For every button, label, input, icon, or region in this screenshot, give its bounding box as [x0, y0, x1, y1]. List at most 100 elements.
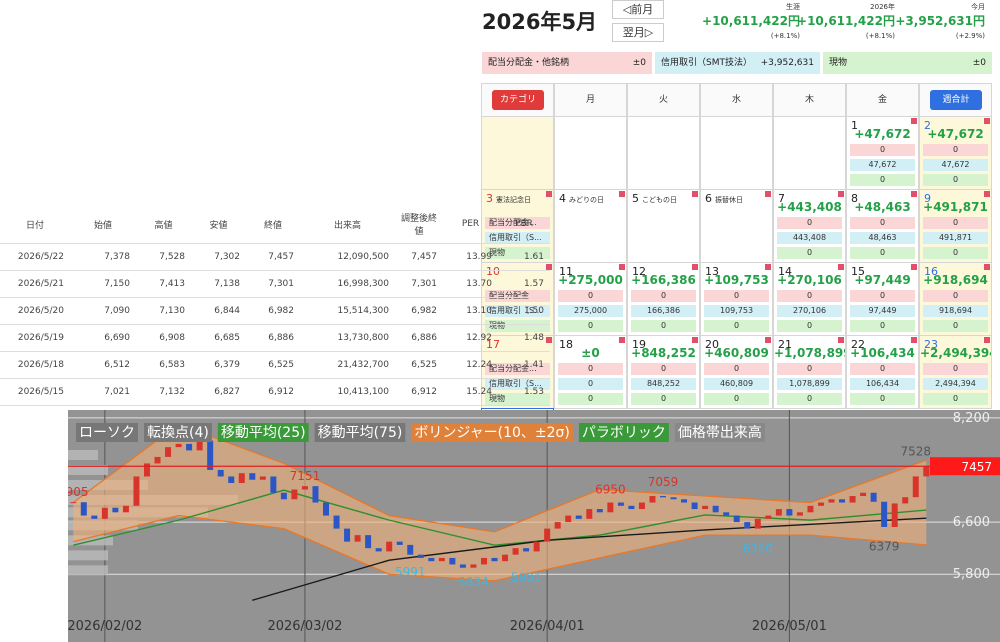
table-cell: 7,378 [70, 243, 136, 271]
volume-profile-bar [68, 464, 108, 475]
price-annotation: 5991 [395, 565, 426, 579]
x-tick-label: 2026/03/02 [267, 619, 342, 634]
day-row: 0 [558, 290, 623, 302]
candle [849, 496, 856, 503]
candle [702, 505, 709, 510]
day-row: 491,871 [923, 232, 988, 244]
candle [670, 497, 677, 500]
day-row: 460,809 [704, 378, 769, 390]
table-cell: 7,021 [70, 378, 136, 406]
table-cell: 6,912 [395, 378, 443, 406]
day-cell [627, 116, 700, 190]
day-number: 14 [778, 265, 792, 278]
day-flag [765, 264, 771, 270]
summary-label: 2026年 [870, 3, 895, 11]
price-annotation: 6950 [595, 482, 626, 496]
day-row: 166,386 [631, 305, 696, 317]
day-flag [765, 337, 771, 343]
day-number: 19 [632, 338, 646, 351]
badge-value: ±0 [972, 58, 986, 68]
day-row: 0 [777, 247, 842, 259]
price-annotation: 6905 [68, 485, 89, 499]
summary-pct: (+8.1%) [865, 32, 895, 40]
day-row: 0 [850, 144, 915, 156]
table-cell: 2026/5/19 [0, 324, 70, 352]
day-row: 443,408 [777, 232, 842, 244]
day-total: +2,494,394 [920, 346, 992, 360]
day-flag [692, 191, 698, 197]
day-number: 7 [778, 192, 785, 205]
legend-item [76, 423, 138, 442]
day-total: +275,000 [558, 273, 623, 287]
table-cell: 1.61 [498, 243, 550, 271]
day-cell: 11 +275,000 0 275,000 0 [554, 262, 627, 336]
candle [775, 509, 782, 516]
badge-value: +3,952,631 [760, 58, 814, 68]
table-cell: 1.50 [498, 297, 550, 325]
candle [70, 502, 77, 504]
bollinger-line [73, 514, 927, 582]
day-row: 0 [923, 320, 988, 332]
day-cell: 5 こどもの日 [627, 189, 700, 263]
table-cell: 6,982 [246, 297, 300, 325]
candle [470, 564, 477, 568]
category-button[interactable]: カテゴリ [492, 90, 544, 110]
candle [523, 548, 530, 552]
badge-label: 信用取引（SMT技法） [661, 58, 752, 68]
candle [386, 541, 393, 552]
total-button[interactable]: 週合計 [930, 90, 982, 110]
day-row: 0 [777, 320, 842, 332]
table-cell: 6,525 [395, 351, 443, 379]
table-header: 調整後終値 [395, 205, 443, 244]
table-cell: 12,090,500 [300, 243, 395, 271]
candle [891, 503, 898, 527]
day-row: 97,449 [850, 305, 915, 317]
day-number: 13 [705, 265, 719, 278]
candle [312, 486, 319, 503]
day-row: 0 [850, 320, 915, 332]
day-row: 0 [704, 363, 769, 375]
day-row: 0 [850, 363, 915, 375]
table-cell: 6,912 [246, 378, 300, 406]
day-total: +47,672 [927, 127, 984, 141]
day-row: 0 [850, 247, 915, 259]
candle [723, 512, 730, 516]
day-flag [692, 337, 698, 343]
day-row: 0 [631, 393, 696, 405]
candle [881, 501, 888, 527]
x-tick-label: 2026/02/02 [68, 619, 142, 634]
day-row: 109,753 [704, 305, 769, 317]
day-cell: 22 +106,434 0 106,434 0 [846, 335, 919, 409]
candle [828, 499, 835, 503]
day-row: 0 [558, 393, 623, 405]
candle [617, 502, 624, 506]
day-row: 2,494,394 [923, 378, 988, 390]
price-annotation: 6379 [869, 539, 900, 553]
table-cell: 13.70 [443, 270, 498, 298]
table-cell: 12.24 [443, 351, 498, 379]
day-number: 20 [705, 338, 719, 351]
prev-button[interactable]: ◁前月 [612, 0, 664, 19]
candle [238, 473, 245, 483]
table-cell: 1.41 [498, 351, 550, 379]
day-row: 0 [850, 174, 915, 186]
table-header: PBR [498, 205, 550, 244]
day-flag [838, 337, 844, 343]
day-row: 106,434 [850, 378, 915, 390]
day-cell [773, 116, 846, 190]
day-number: 6 振替休日 [705, 192, 743, 205]
table-header: 出来高 [300, 205, 395, 244]
candle [744, 522, 751, 529]
day-cell [554, 116, 627, 190]
badge-label: 配当分配金・他銘柄 [488, 58, 570, 68]
candle [417, 554, 424, 558]
table-header: 日付 [0, 205, 70, 244]
candle [207, 440, 214, 470]
weekday: 木 [804, 95, 814, 105]
candle [870, 492, 877, 502]
candle [480, 557, 487, 565]
next-button[interactable]: 翌月▷ [612, 23, 664, 42]
volume-profile-bar [68, 449, 98, 460]
price-annotation: 5901 [511, 571, 542, 585]
day-number: 16 [924, 265, 938, 278]
